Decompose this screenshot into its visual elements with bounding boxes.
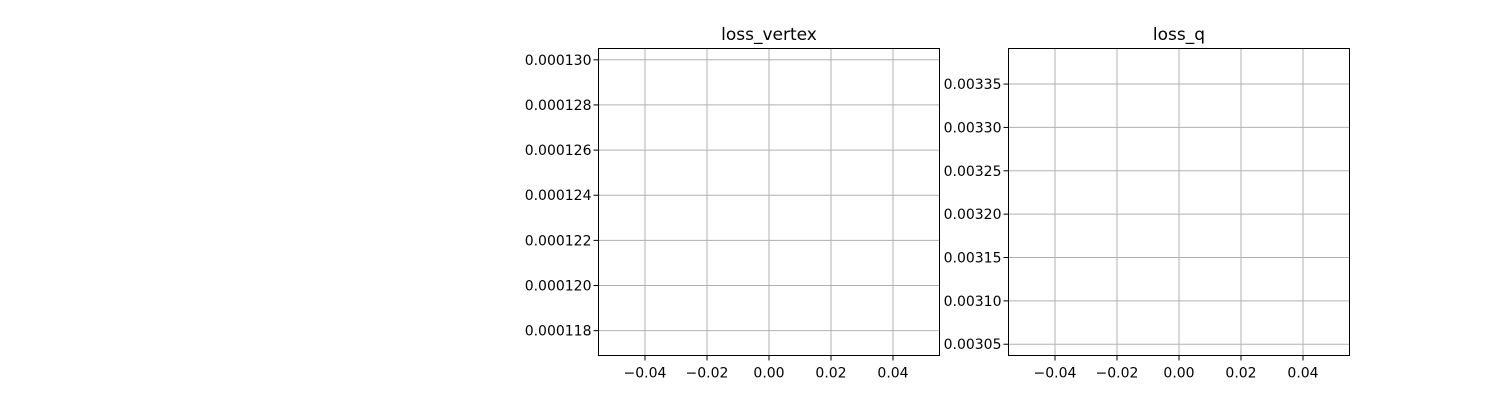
- loss-q-x-tick-label: −0.04: [1034, 366, 1077, 382]
- loss-q-x-tick-label: 0.00: [1163, 366, 1194, 382]
- loss-q-plot-area: [1008, 48, 1350, 356]
- loss-vertex-y-tick-label: 0.000128: [525, 98, 592, 114]
- loss-q-y-tick-label: 0.00315: [944, 251, 1002, 267]
- loss-q-y-tick-label: 0.00305: [944, 337, 1002, 353]
- loss-vertex-y-tick-label: 0.000124: [525, 188, 592, 204]
- loss-q-y-tick-label: 0.00335: [944, 77, 1002, 93]
- loss-q-grid: [1008, 48, 1350, 356]
- loss-q-x-tick-label: 0.04: [1287, 366, 1318, 382]
- loss-vertex-plot-area: [598, 48, 940, 356]
- loss-vertex-title: loss_vertex: [721, 25, 817, 45]
- loss-vertex-y-tick-label: 0.000122: [525, 233, 592, 249]
- loss-vertex-x-tick-label: −0.02: [686, 366, 729, 382]
- loss-vertex-panel: loss_vertex −0.04 −0.02 0.00 0.02 0.04 0.0001…: [525, 25, 940, 382]
- loss-vertex-x-tick-label: −0.04: [624, 366, 667, 382]
- loss-vertex-y-tick-label: 0.000120: [525, 279, 592, 295]
- loss-q-x-tick-label: 0.02: [1225, 366, 1256, 382]
- loss-q-y-tick-label: 0.00320: [944, 207, 1002, 223]
- loss-q-y-tick-label: 0.00330: [944, 120, 1002, 136]
- loss-vertex-y-tick-label: 0.000130: [525, 53, 592, 69]
- loss-q-y-tick-label: 0.00325: [944, 164, 1002, 180]
- loss-vertex-grid: [598, 48, 940, 356]
- loss-q-ticks: −0.04 −0.02 0.00 0.02 0.04 0.00305 0.00310 0.00…: [944, 77, 1319, 381]
- loss-vertex-x-tick-label: 0.02: [815, 366, 846, 382]
- loss-q-y-tick-label: 0.00310: [944, 294, 1002, 310]
- loss-vertex-y-tick-label: 0.000118: [525, 324, 592, 340]
- loss-q-title: loss_q: [1153, 25, 1205, 45]
- loss-vertex-y-tick-label: 0.000126: [525, 143, 592, 159]
- loss-q-panel: loss_q −0.04 −0.02 0.00 0.02 0.04 0.00305 0.00…: [944, 25, 1350, 382]
- loss-vertex-ticks: −0.04 −0.02 0.00 0.02 0.04 0.000118 0.000120 0.…: [525, 53, 909, 382]
- loss-vertex-x-tick-label: 0.00: [753, 366, 784, 382]
- loss-q-x-tick-label: −0.02: [1096, 366, 1139, 382]
- loss-vertex-x-tick-label: 0.04: [877, 366, 908, 382]
